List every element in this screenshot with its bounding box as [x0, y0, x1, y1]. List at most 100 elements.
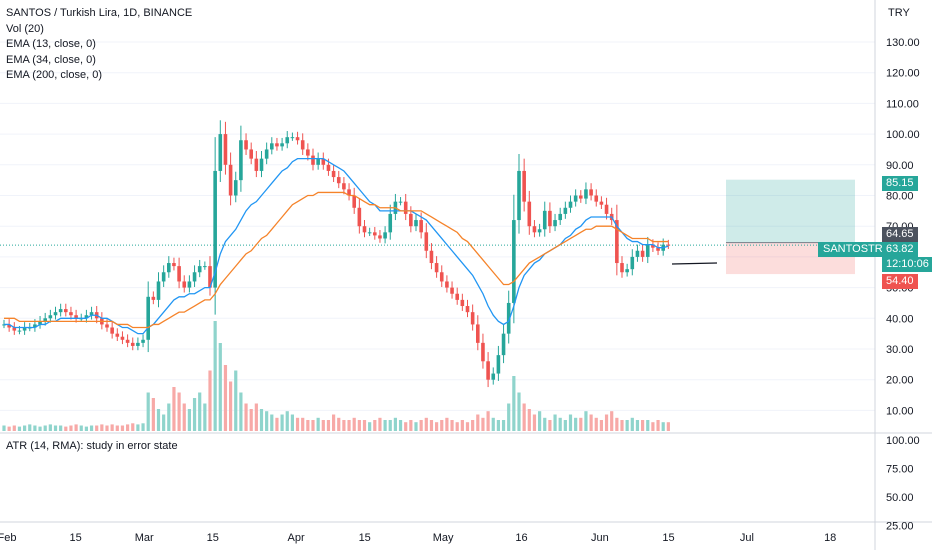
- legend-ema13[interactable]: EMA (13, close, 0): [6, 38, 96, 50]
- candle[interactable]: [640, 244, 645, 262]
- candle[interactable]: [542, 201, 547, 237]
- candle[interactable]: [300, 133, 305, 155]
- candle[interactable]: [414, 213, 418, 232]
- candle[interactable]: [254, 150, 259, 178]
- candle[interactable]: [125, 334, 130, 348]
- candle[interactable]: [568, 195, 573, 213]
- candle[interactable]: [506, 290, 511, 344]
- candle[interactable]: [429, 243, 434, 270]
- candle[interactable]: [522, 158, 526, 212]
- candle[interactable]: [470, 304, 475, 331]
- candle[interactable]: [367, 227, 372, 237]
- candle[interactable]: [532, 220, 537, 238]
- candle[interactable]: [645, 236, 650, 264]
- candle[interactable]: [182, 275, 187, 293]
- candle[interactable]: [208, 256, 212, 296]
- long-position-profit-zone[interactable]: [726, 179, 855, 243]
- candle[interactable]: [259, 150, 264, 178]
- candle[interactable]: [84, 309, 89, 323]
- candle[interactable]: [625, 263, 629, 277]
- candle[interactable]: [331, 164, 336, 182]
- candle[interactable]: [321, 152, 326, 170]
- candle[interactable]: [197, 259, 202, 278]
- candle[interactable]: [22, 322, 27, 335]
- time-axis[interactable]: Feb 15 Mar 15 Apr 15 May 16 Jun 15 Jul 18: [0, 532, 836, 544]
- candle[interactable]: [249, 142, 253, 165]
- candle[interactable]: [460, 293, 465, 311]
- candle[interactable]: [228, 152, 233, 206]
- candle[interactable]: [244, 133, 248, 155]
- legend-vol[interactable]: Vol (20): [6, 22, 44, 35]
- candle[interactable]: [434, 256, 439, 278]
- candle[interactable]: [58, 303, 63, 317]
- candle[interactable]: [223, 121, 228, 175]
- candle[interactable]: [141, 334, 145, 348]
- candle[interactable]: [69, 306, 73, 320]
- candle[interactable]: [280, 137, 284, 151]
- candle[interactable]: [501, 323, 506, 364]
- candle[interactable]: [7, 319, 11, 332]
- candle[interactable]: [110, 321, 114, 339]
- candle[interactable]: [486, 352, 490, 388]
- candle[interactable]: [439, 265, 444, 287]
- candle[interactable]: [74, 309, 78, 323]
- legend-ema34[interactable]: EMA (34, close, 0): [6, 53, 96, 66]
- legend-ema200[interactable]: EMA (200, close, 0): [6, 69, 102, 81]
- horizontal-ray[interactable]: [671, 262, 718, 265]
- candle[interactable]: [584, 182, 588, 205]
- candle[interactable]: [398, 197, 403, 206]
- atr-axis[interactable]: 100.00 75.00 50.00 25.00: [886, 435, 920, 533]
- candle[interactable]: [187, 275, 192, 293]
- candle[interactable]: [218, 120, 223, 182]
- candle[interactable]: [512, 194, 516, 324]
- candle[interactable]: [336, 170, 341, 189]
- candle[interactable]: [161, 265, 166, 287]
- candle[interactable]: [496, 345, 501, 381]
- candle[interactable]: [167, 256, 171, 278]
- candle[interactable]: [136, 337, 140, 351]
- candle[interactable]: [275, 137, 279, 151]
- candle[interactable]: [635, 244, 640, 262]
- candle[interactable]: [558, 207, 562, 225]
- candle[interactable]: [548, 202, 552, 233]
- candle[interactable]: [615, 204, 619, 276]
- candle[interactable]: [373, 226, 377, 240]
- candle[interactable]: [527, 190, 532, 235]
- candle[interactable]: [239, 125, 243, 192]
- candle[interactable]: [233, 171, 238, 203]
- candle[interactable]: [362, 220, 367, 238]
- candle[interactable]: [357, 198, 362, 234]
- candle[interactable]: [285, 131, 290, 149]
- candle[interactable]: [424, 223, 429, 259]
- candle[interactable]: [491, 367, 496, 385]
- candle[interactable]: [563, 201, 568, 219]
- candle[interactable]: [403, 193, 408, 221]
- candle[interactable]: [383, 226, 387, 244]
- candle[interactable]: [342, 177, 346, 195]
- candle[interactable]: [517, 154, 521, 234]
- candle[interactable]: [481, 333, 485, 369]
- candle[interactable]: [352, 187, 356, 214]
- candle[interactable]: [594, 189, 599, 207]
- candle[interactable]: [445, 275, 449, 293]
- candle[interactable]: [537, 223, 542, 237]
- candle[interactable]: [630, 249, 635, 276]
- candle[interactable]: [43, 312, 47, 326]
- candle[interactable]: [203, 261, 207, 270]
- candle[interactable]: [306, 143, 310, 161]
- candle[interactable]: [347, 183, 351, 201]
- candle[interactable]: [476, 315, 480, 351]
- candle[interactable]: [604, 197, 609, 220]
- price-axis[interactable]: TRY130.00120.00110.00100.0090.0080.0070.…: [886, 7, 920, 417]
- candle[interactable]: [316, 152, 320, 170]
- symbol-title[interactable]: SANTOS / Turkish Lira, 1D, BINANCE: [6, 7, 193, 19]
- candle[interactable]: [213, 137, 217, 315]
- candle[interactable]: [270, 137, 274, 155]
- candle[interactable]: [177, 257, 181, 289]
- candle[interactable]: [64, 303, 68, 317]
- candle[interactable]: [378, 230, 382, 243]
- candle[interactable]: [192, 265, 197, 287]
- candle[interactable]: [156, 272, 161, 308]
- candle[interactable]: [553, 213, 557, 232]
